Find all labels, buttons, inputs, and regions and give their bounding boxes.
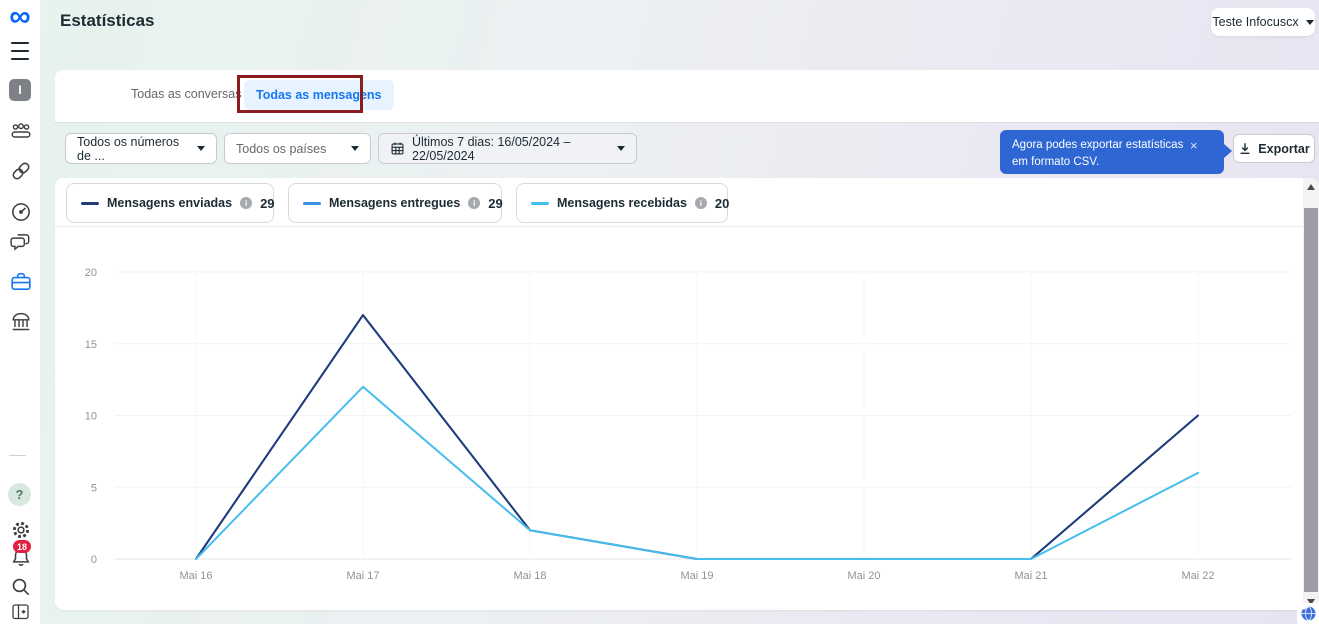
csv-export-tooltip: Agora podes exportar estatísticas em for… — [1000, 130, 1224, 174]
info-icon[interactable]: i — [468, 197, 480, 209]
bank-icon[interactable] — [10, 311, 32, 333]
svg-text:15: 15 — [85, 339, 97, 351]
sidebar: ∞ I — [0, 0, 40, 624]
svg-text:Mai 17: Mai 17 — [346, 570, 379, 582]
legend-value: 29 — [488, 196, 502, 211]
legend-value: 20 — [715, 196, 729, 211]
legend-card-mensagens-recebidas[interactable]: Mensagens recebidas i 20 — [516, 183, 728, 223]
filter-date-range[interactable]: Últimos 7 dias: 16/05/2024 – 22/05/2024 — [378, 133, 637, 164]
globe-icon[interactable] — [1297, 603, 1319, 624]
hamburger-menu-icon[interactable] — [9, 42, 31, 60]
account-name: Teste Infocuscx — [1212, 15, 1298, 29]
csv-tooltip-text: Agora podes exportar estatísticas em for… — [1012, 137, 1184, 170]
close-icon[interactable]: × — [1190, 141, 1198, 151]
svg-text:Mai 18: Mai 18 — [513, 570, 546, 582]
filter-numbers-label: Todos os números de ... — [77, 135, 189, 163]
chevron-down-icon — [1306, 20, 1314, 25]
chevron-down-icon — [617, 146, 625, 151]
export-button-label: Exportar — [1258, 142, 1309, 156]
chevron-down-icon — [197, 146, 205, 151]
audience-icon[interactable] — [10, 120, 32, 142]
svg-text:20: 20 — [85, 267, 97, 279]
sidebar-divider — [9, 455, 26, 456]
legend-divider — [55, 226, 1303, 227]
gauge-icon[interactable] — [10, 201, 32, 223]
legend-card-mensagens-enviadas[interactable]: Mensagens enviadas i 29 — [66, 183, 274, 223]
tooltip-beak — [1224, 144, 1232, 158]
meta-logo-icon[interactable]: ∞ — [5, 2, 35, 32]
filter-countries-label: Todos os países — [236, 142, 326, 156]
help-button[interactable]: ? — [8, 483, 31, 506]
svg-text:Mai 22: Mai 22 — [1181, 570, 1214, 582]
avatar[interactable]: I — [9, 79, 31, 101]
page-title: Estatísticas — [60, 11, 155, 31]
account-selector-button[interactable]: Teste Infocuscx — [1211, 8, 1315, 36]
legend-label: Mensagens recebidas — [557, 196, 687, 210]
svg-text:0: 0 — [91, 554, 97, 566]
svg-text:5: 5 — [91, 482, 97, 494]
settings-gear-icon[interactable] — [10, 519, 32, 541]
tabs-strip: Todas as conversas Todas as mensagens — [55, 70, 1319, 122]
svg-text:Mai 20: Mai 20 — [847, 570, 880, 582]
svg-text:Mai 19: Mai 19 — [680, 570, 713, 582]
line-chart: 0 5 10 15 20 Mai 16 Mai 17 Mai 18 Mai 19 Mai 20 Ma… — [55, 232, 1303, 610]
collapse-panel-icon[interactable] — [10, 601, 32, 623]
info-icon[interactable]: i — [240, 197, 252, 209]
search-icon[interactable] — [10, 576, 32, 598]
chart-legend: Mensagens enviadas i 29 Mensagens entreg… — [66, 183, 728, 223]
series-swatch-entregues — [303, 202, 321, 205]
filter-numbers-dropdown[interactable]: Todos os números de ... — [65, 133, 217, 164]
series-swatch-enviadas — [81, 202, 99, 205]
link-icon[interactable] — [10, 160, 32, 182]
statistics-panel: Mensagens enviadas i 29 Mensagens entreg… — [55, 178, 1319, 610]
filter-countries-dropdown[interactable]: Todos os países — [224, 133, 371, 164]
chats-icon[interactable] — [10, 231, 32, 253]
svg-text:Mai 21: Mai 21 — [1014, 570, 1047, 582]
download-icon — [1238, 141, 1252, 156]
svg-text:Mai 16: Mai 16 — [179, 570, 212, 582]
vertical-scrollbar — [1303, 178, 1319, 610]
date-range-label: Últimos 7 dias: 16/05/2024 – 22/05/2024 — [412, 135, 610, 163]
scrollbar-up-arrow[interactable] — [1303, 178, 1319, 195]
briefcase-icon[interactable] — [10, 271, 32, 293]
legend-label: Mensagens entregues — [329, 196, 460, 210]
scrollbar-thumb[interactable] — [1304, 208, 1318, 592]
export-button[interactable]: Exportar — [1233, 134, 1315, 163]
info-icon[interactable]: i — [695, 197, 707, 209]
calendar-icon — [390, 140, 405, 157]
svg-text:10: 10 — [85, 411, 97, 423]
notification-count-badge: 18 — [13, 540, 31, 553]
legend-card-mensagens-entregues[interactable]: Mensagens entregues i 29 — [288, 183, 502, 223]
tab-todas-as-conversas[interactable]: Todas as conversas — [131, 87, 241, 101]
legend-label: Mensagens enviadas — [107, 196, 232, 210]
legend-value: 29 — [260, 196, 274, 211]
chevron-down-icon — [351, 146, 359, 151]
series-swatch-recebidas — [531, 202, 549, 205]
tab-todas-as-mensagens[interactable]: Todas as mensagens — [244, 80, 394, 110]
